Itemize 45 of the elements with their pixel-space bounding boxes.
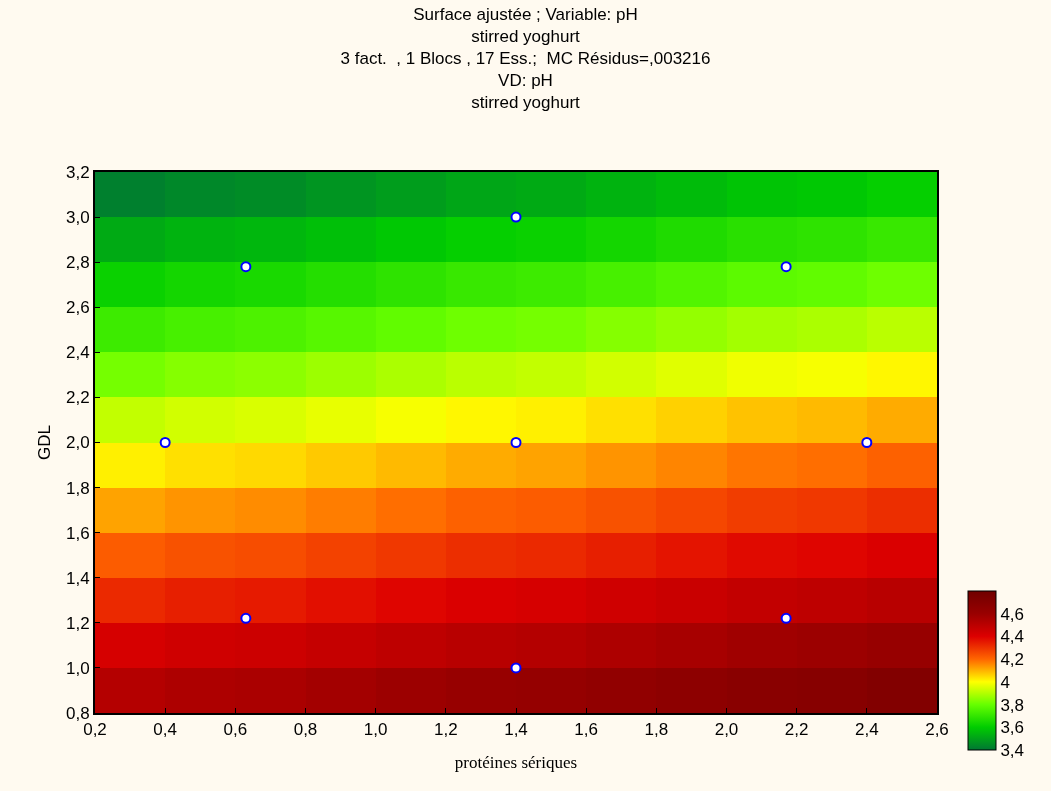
point xyxy=(159,437,171,448)
y-axis-title: GDL xyxy=(35,425,54,460)
x-tick-label: 0,6 xyxy=(223,720,248,740)
point xyxy=(240,261,252,273)
chart-title: Surface ajustée ; Variable: pH stirred yoghurt 3 fact. , 1 Blocs , 17 Ess.; MC Résidus=,003216 VD: pH stirred yoghurt xyxy=(340,4,711,113)
color-bar-label: 4,2 xyxy=(1000,650,1025,670)
y-tick-label: 2,4 xyxy=(65,343,90,363)
y-tick-label: 1,6 xyxy=(65,523,90,543)
y-tick-label: 3,0 xyxy=(65,208,90,228)
x-tick-label: 1,6 xyxy=(574,720,598,740)
y-tick-label: 2,6 xyxy=(65,298,90,318)
x-tick-label: 2,4 xyxy=(855,720,879,740)
point xyxy=(240,612,252,624)
y-tick-label: 1,0 xyxy=(65,658,90,678)
x-tick-label: 2,0 xyxy=(714,720,739,740)
x-tick-label: 0,2 xyxy=(83,720,107,740)
point xyxy=(510,662,522,674)
x-tick-label: 1,2 xyxy=(434,720,458,740)
y-tick-label: 2,8 xyxy=(65,253,90,273)
y-tick-label: 0,8 xyxy=(65,703,90,723)
point xyxy=(510,437,522,448)
color-bar-label: 3,8 xyxy=(1000,695,1025,715)
color-bar-label: 4 xyxy=(1000,672,1010,692)
color-bar-label: 4,6 xyxy=(1000,604,1025,624)
y-tick-label: 1,2 xyxy=(65,613,90,633)
x-tick-label: 1,0 xyxy=(363,720,388,740)
x-tick-label: 0,8 xyxy=(293,720,318,740)
color-bar-label: 4,4 xyxy=(1000,627,1025,647)
point xyxy=(861,437,873,448)
x-tick-label: 2,6 xyxy=(925,720,949,740)
point xyxy=(780,612,792,624)
color-bar-label: 3,4 xyxy=(1000,741,1025,761)
y-tick-label: 3,2 xyxy=(65,162,90,182)
color-bar-label: 3,6 xyxy=(1000,718,1025,738)
y-tick-label: 2,2 xyxy=(65,388,90,408)
x-axis-title: protéines sériques xyxy=(454,753,578,773)
x-tick-label: 1,8 xyxy=(644,720,669,740)
y-tick-label: 1,4 xyxy=(65,568,90,588)
y-tick-label: 1,8 xyxy=(65,478,90,498)
point xyxy=(780,261,792,273)
point xyxy=(510,211,522,223)
x-tick-label: 1,4 xyxy=(504,720,528,740)
x-tick-label: 0,4 xyxy=(153,720,177,740)
x-tick-label: 2,2 xyxy=(784,720,809,740)
y-tick-label: 2,0 xyxy=(65,433,90,453)
